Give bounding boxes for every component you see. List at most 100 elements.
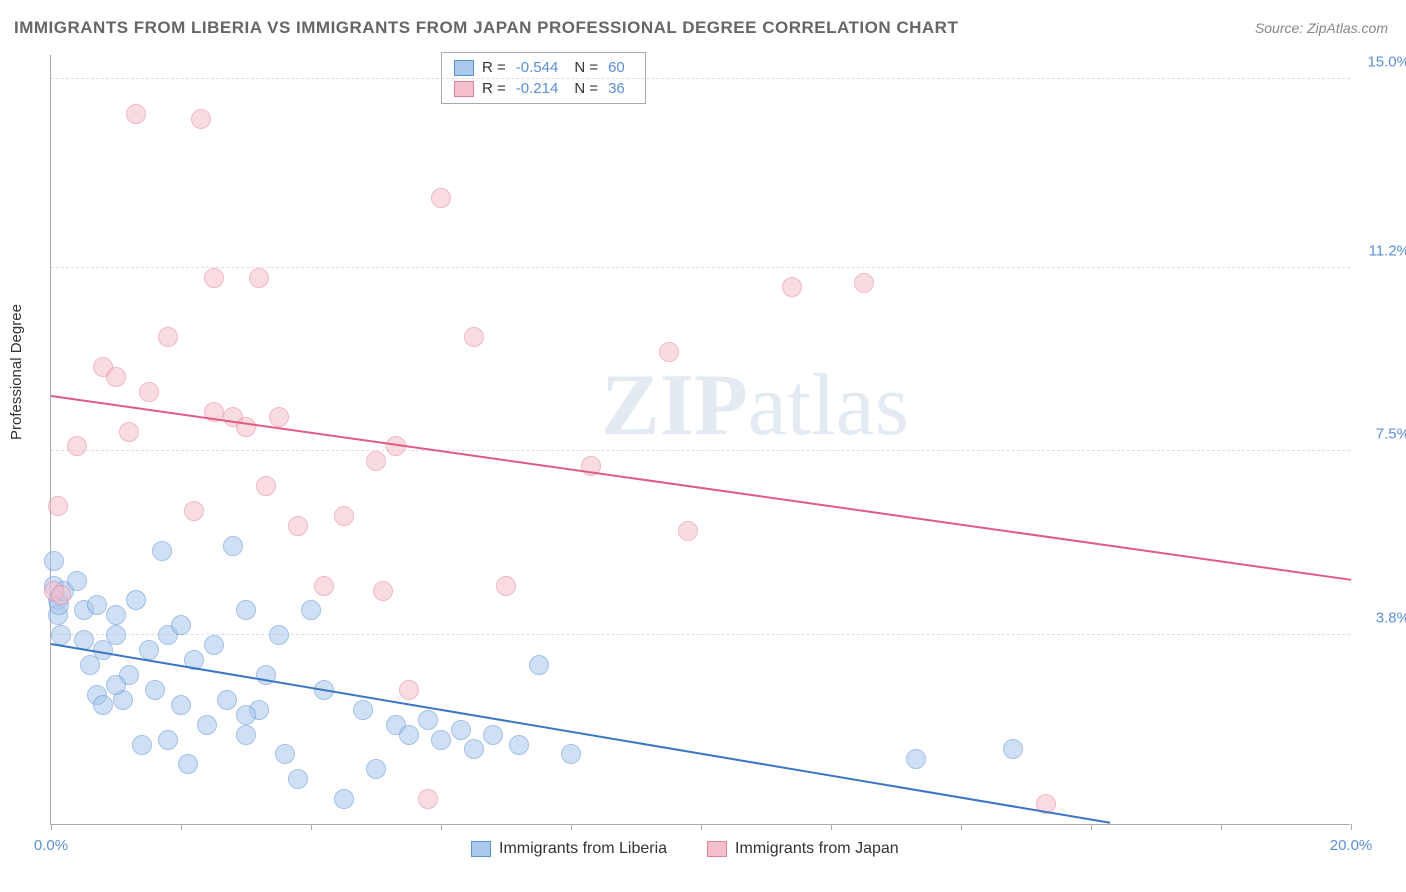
x-tick-label: 20.0%: [1330, 837, 1373, 854]
trend-line: [51, 395, 1351, 581]
scatter-point: [314, 576, 334, 596]
scatter-point: [152, 541, 172, 561]
legend-series-label: Immigrants from Japan: [735, 840, 899, 858]
scatter-point: [301, 600, 321, 620]
x-tick: [1221, 824, 1222, 830]
scatter-point: [334, 506, 354, 526]
legend-n-value: 36: [608, 80, 625, 97]
scatter-plot-area: ZIPatlas R =-0.544N =60R =-0.214N =36 Im…: [50, 55, 1350, 825]
scatter-point: [366, 451, 386, 471]
legend-n-value: 60: [608, 59, 625, 76]
legend-series-label: Immigrants from Liberia: [499, 840, 667, 858]
legend-row: R = -0.544 N = 60: [454, 57, 633, 78]
scatter-point: [119, 422, 139, 442]
scatter-point: [67, 571, 87, 591]
scatter-point: [509, 735, 529, 755]
legend-r-label: R =: [482, 80, 506, 97]
scatter-point: [126, 104, 146, 124]
scatter-point: [139, 640, 159, 660]
scatter-point: [418, 789, 438, 809]
x-tick: [1351, 824, 1352, 830]
x-tick: [51, 824, 52, 830]
scatter-point: [236, 417, 256, 437]
scatter-point: [854, 273, 874, 293]
scatter-point: [44, 551, 64, 571]
scatter-point: [93, 695, 113, 715]
scatter-point: [529, 655, 549, 675]
legend-swatch: [454, 60, 474, 76]
scatter-point: [464, 739, 484, 759]
x-tick: [701, 824, 702, 830]
scatter-point: [184, 501, 204, 521]
scatter-point: [236, 600, 256, 620]
scatter-point: [249, 268, 269, 288]
legend-swatch: [454, 81, 474, 97]
scatter-point: [132, 735, 152, 755]
scatter-point: [106, 625, 126, 645]
scatter-point: [204, 635, 224, 655]
legend-r-value: -0.214: [516, 80, 559, 97]
scatter-point: [217, 690, 237, 710]
y-tick-label: 15.0%: [1355, 53, 1406, 70]
scatter-point: [483, 725, 503, 745]
scatter-point: [106, 605, 126, 625]
scatter-point: [782, 277, 802, 297]
scatter-point: [373, 581, 393, 601]
scatter-point: [256, 476, 276, 496]
scatter-point: [1003, 739, 1023, 759]
scatter-point: [334, 789, 354, 809]
scatter-point: [659, 342, 679, 362]
scatter-point: [288, 516, 308, 536]
scatter-point: [236, 725, 256, 745]
legend-swatch: [471, 841, 491, 857]
scatter-point: [399, 725, 419, 745]
scatter-point: [178, 754, 198, 774]
x-tick: [1091, 824, 1092, 830]
scatter-point: [48, 496, 68, 516]
x-tick: [831, 824, 832, 830]
scatter-point: [269, 625, 289, 645]
watermark: ZIPatlas: [601, 355, 909, 456]
scatter-point: [51, 625, 71, 645]
source-attribution: Source: ZipAtlas.com: [1255, 20, 1388, 36]
series-legend: Immigrants from Liberia Immigrants from J…: [471, 840, 899, 858]
scatter-point: [158, 730, 178, 750]
legend-row: R = -0.214 N = 36: [454, 78, 633, 99]
scatter-point: [561, 744, 581, 764]
legend-r-label: R =: [482, 59, 506, 76]
gridline: [51, 450, 1350, 451]
x-tick: [961, 824, 962, 830]
x-tick: [571, 824, 572, 830]
legend-n-label: N =: [574, 59, 598, 76]
scatter-point: [366, 759, 386, 779]
scatter-point: [496, 576, 516, 596]
scatter-point: [906, 749, 926, 769]
scatter-point: [106, 675, 126, 695]
legend-series-item: Immigrants from Liberia: [471, 840, 667, 858]
scatter-point: [418, 710, 438, 730]
scatter-point: [171, 695, 191, 715]
chart-title: IMMIGRANTS FROM LIBERIA VS IMMIGRANTS FR…: [14, 18, 958, 38]
scatter-point: [236, 705, 256, 725]
scatter-point: [171, 615, 191, 635]
legend-r-value: -0.544: [516, 59, 559, 76]
scatter-point: [431, 730, 451, 750]
scatter-point: [191, 109, 211, 129]
scatter-point: [158, 327, 178, 347]
x-tick: [441, 824, 442, 830]
scatter-point: [204, 268, 224, 288]
scatter-point: [126, 590, 146, 610]
x-tick: [311, 824, 312, 830]
scatter-point: [51, 585, 71, 605]
scatter-point: [451, 720, 471, 740]
scatter-point: [431, 188, 451, 208]
legend-n-label: N =: [574, 80, 598, 97]
scatter-point: [464, 327, 484, 347]
scatter-point: [288, 769, 308, 789]
scatter-point: [67, 436, 87, 456]
scatter-point: [353, 700, 373, 720]
scatter-point: [87, 595, 107, 615]
x-tick: [181, 824, 182, 830]
scatter-point: [269, 407, 289, 427]
scatter-point: [678, 521, 698, 541]
